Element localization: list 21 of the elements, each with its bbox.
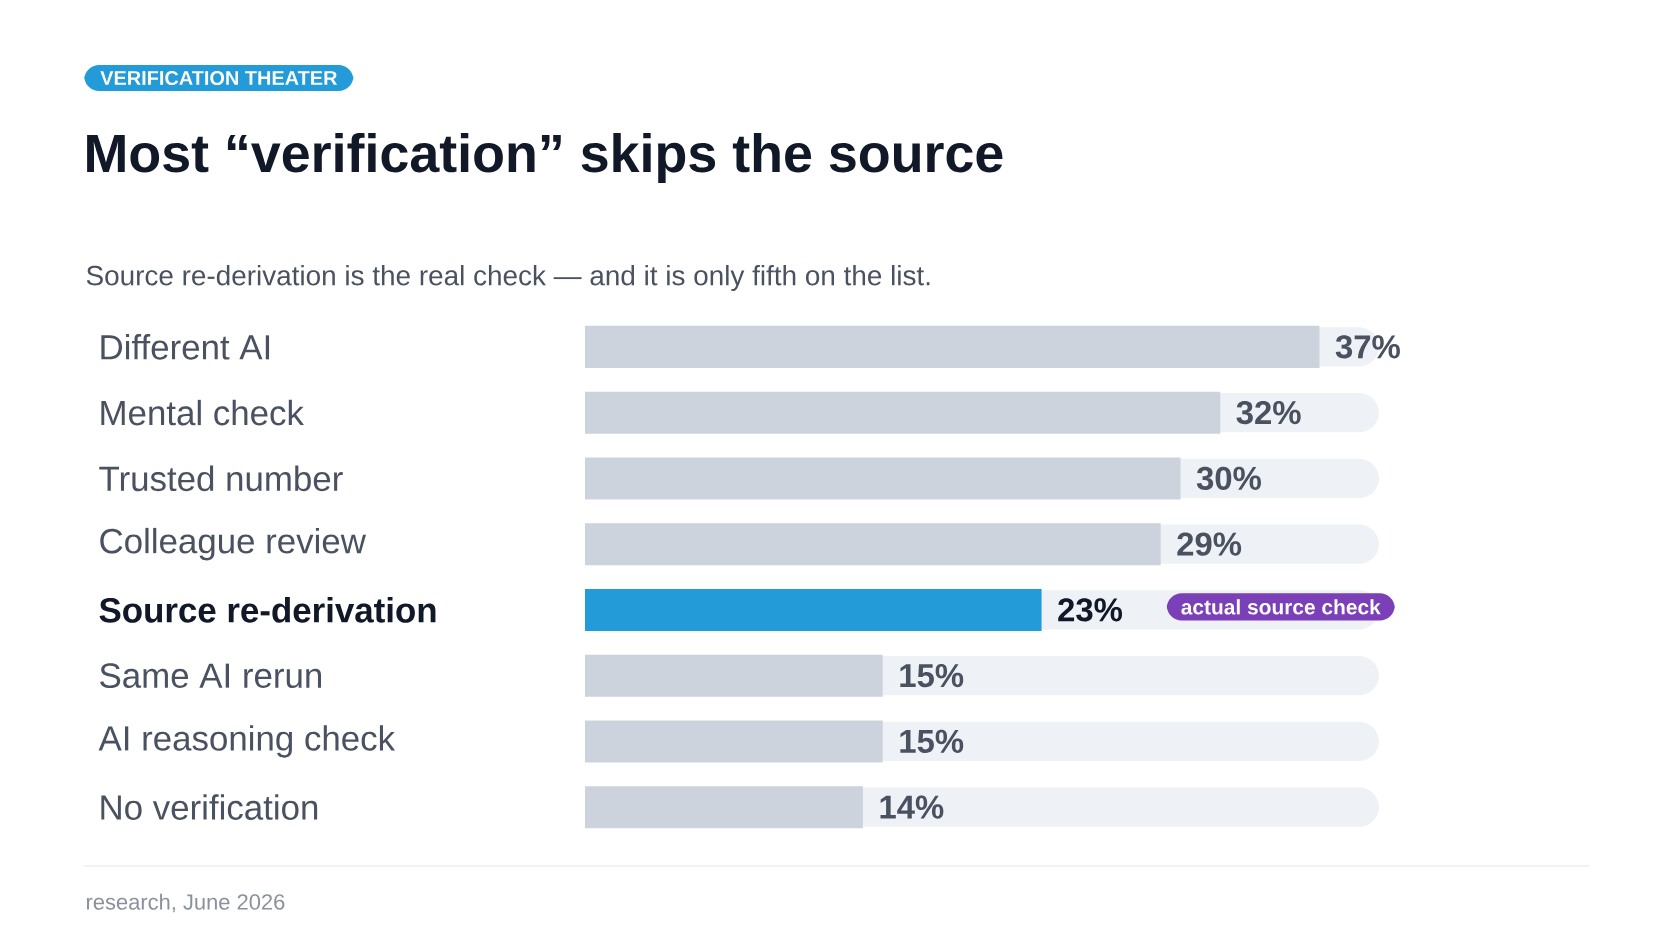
data-label: 32% [1236, 400, 1301, 425]
data-label: 30% [1196, 466, 1261, 491]
y-tick-label: No verification [101, 794, 318, 820]
data-label: 15% [900, 729, 964, 753]
data-label: 15% [900, 664, 964, 688]
y-tick-label: Different AI [101, 334, 270, 360]
data-label: 37% [1335, 335, 1400, 359]
y-tick-label: Colleague review [100, 527, 366, 561]
data-label: 23% [1058, 598, 1123, 622]
y-tick-label: Trusted number [99, 465, 343, 492]
y-tick-label: Same AI rerun [100, 663, 322, 688]
data-label: 14% [880, 795, 944, 819]
chart-title: Most “verification” skips the source [87, 132, 1003, 184]
chart-subtitle: Source re-derivation is the real check — and it is only fifth on the list. [86, 265, 930, 291]
y-tick-label: AI reasoning check [98, 725, 396, 758]
annotation: actual source check [1181, 599, 1381, 615]
y-tick-label: Source re-derivation [99, 597, 436, 623]
text: research, June 2026 [86, 893, 285, 913]
y-tick-label: Mental check [101, 399, 304, 426]
data-label: 29% [1177, 532, 1242, 556]
text: VERIFICATION THEATER [100, 70, 338, 86]
